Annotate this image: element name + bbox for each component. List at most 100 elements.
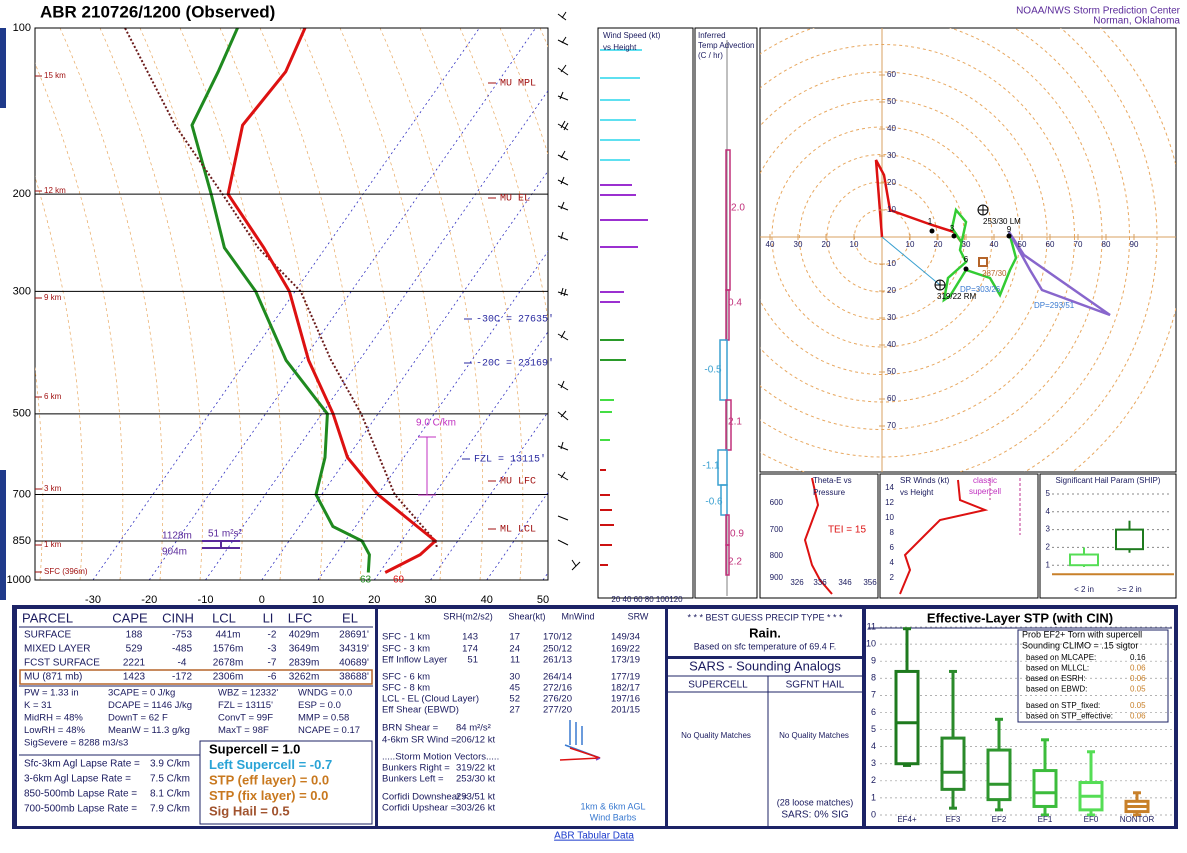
- parcel-header: CAPE: [112, 610, 148, 625]
- index-cell: ConvT = 99F: [218, 713, 273, 724]
- hodo-label: DP=293/51: [1034, 301, 1075, 310]
- panel-title: (C / hr): [698, 51, 723, 60]
- parcel-cell: -753: [172, 630, 192, 641]
- prob-row: 0.16: [1130, 653, 1146, 662]
- parcel-header: CINH: [162, 610, 194, 625]
- panel-title: Wind Speed (kt): [603, 31, 661, 40]
- stp-box: [1032, 769, 1058, 808]
- ship-category: >= 2 in: [1117, 585, 1141, 594]
- hodo-y-label: 30: [887, 313, 896, 322]
- thetae-frame: [759, 473, 879, 599]
- pressure-tick-label: 200: [13, 188, 31, 200]
- index-cell: PW = 1.33 in: [24, 688, 79, 699]
- advection-label: 0.9: [730, 529, 744, 540]
- prob-title: Prob EF2+ Torn with supercell: [1022, 629, 1142, 639]
- kin-header: SRW: [628, 611, 649, 621]
- kin-line: 206/12 kt: [456, 735, 495, 746]
- prob-row: based on MLCAPE:: [1026, 653, 1096, 662]
- stp-y-label: 7: [871, 690, 876, 700]
- prob-title: Sounding CLIMO = .15 sigtor: [1022, 640, 1138, 650]
- temp-tick-label: 20: [368, 594, 380, 606]
- hodograph-trace: [874, 159, 1111, 317]
- advection-label: -0.6: [705, 497, 723, 508]
- prob-box: [1017, 629, 1169, 723]
- index-cell: MidRH = 48%: [24, 713, 83, 724]
- inflow-srh: 51 m²s²: [208, 529, 243, 540]
- pressure-tick-label: 700: [13, 488, 31, 500]
- parcel-cell: 38688': [339, 672, 369, 683]
- sars-panel: [668, 659, 862, 826]
- sars-column: SUPERCELL: [688, 680, 748, 691]
- kin-cell: 24: [509, 644, 520, 655]
- srwind-frame: [879, 473, 1039, 599]
- kin-cell: 250/12: [543, 644, 572, 655]
- stp-category: EF1: [1038, 815, 1053, 824]
- parcel-cell: 34319': [339, 644, 369, 655]
- advection-label: 2.0: [731, 203, 745, 214]
- kin-line: BRN Shear =: [382, 723, 439, 734]
- stp-y-label: 0: [871, 809, 876, 819]
- stp-y-label: 1: [871, 792, 876, 802]
- kinematic-panel: [378, 609, 665, 826]
- parcel-cell: 40689': [339, 658, 369, 669]
- kin-label: LCL - EL (Cloud Layer): [382, 694, 479, 705]
- pressure-tick-label: 100: [13, 22, 31, 34]
- parcel-cell: -4: [178, 658, 187, 669]
- pressure-tick-label: 300: [13, 285, 31, 297]
- wind-speed-bars: [600, 49, 648, 566]
- srwind-y-label: 14: [885, 483, 894, 492]
- index-cell: MaxT = 98F: [218, 725, 269, 736]
- height-label: 6 km: [44, 392, 62, 401]
- kin-cell: 201/15: [611, 705, 640, 716]
- srwind-y-label: 8: [890, 528, 895, 537]
- temp-tick-label: 0: [259, 594, 265, 606]
- parcel-cell: 529: [126, 644, 143, 655]
- stp-category: EF0: [1084, 815, 1099, 824]
- location: Norman, Oklahoma: [1093, 16, 1180, 27]
- thetae-x-label: 346: [838, 578, 852, 587]
- precip-title: * * * BEST GUESS PRECIP TYPE * * *: [687, 612, 843, 622]
- index-cell: LowRH = 48%: [24, 725, 86, 736]
- temp-tick-label: 30: [424, 594, 436, 606]
- prob-row: based on ESRH:: [1026, 674, 1086, 683]
- prob-row: based on EBWD:: [1026, 685, 1087, 694]
- srwind-y-label: 10: [885, 513, 894, 522]
- composite-index: Sig Hail = 0.5: [209, 803, 290, 818]
- stp-y-label: 10: [866, 638, 876, 648]
- sars-summary: SARS: 0% SIG: [781, 810, 848, 821]
- thetae-y-label: 600: [770, 498, 784, 507]
- stp-category: EF2: [992, 815, 1007, 824]
- kin-cell: 182/17: [611, 683, 640, 694]
- hodo-x-label: 20: [934, 240, 943, 249]
- tabular-data-link[interactable]: ABR Tabular Data: [554, 831, 634, 842]
- storm-vector-diagram: [559, 720, 601, 761]
- hodo-y-label: 60: [887, 70, 896, 79]
- side-tab: [0, 470, 6, 600]
- index-cell: MMP = 0.58: [298, 713, 349, 724]
- parcel-cell: 1576m: [213, 644, 244, 655]
- prob-row: based on MLLCL:: [1026, 664, 1089, 673]
- index-cell: SigSevere = 8288 m3/s3: [24, 738, 128, 749]
- hodo-point-label: 1: [928, 217, 933, 226]
- ship-category: < 2 in: [1074, 585, 1094, 594]
- kin-line: 293/51 kt: [456, 792, 495, 803]
- kin-cell: 149/34: [611, 632, 640, 643]
- srwind-y-label: 4: [890, 558, 895, 567]
- temp-tick-label: 10: [312, 594, 324, 606]
- precip-panel: [668, 609, 862, 656]
- parcel-header: PARCEL: [22, 610, 73, 625]
- stp-y-label: 6: [871, 707, 876, 717]
- parcel-header: EL: [342, 610, 358, 625]
- parcel-cell: 28691': [339, 630, 369, 641]
- hodo-point-label: 6: [964, 255, 969, 264]
- level-annotation: -30C = 27635': [476, 314, 554, 326]
- side-tab: [0, 28, 6, 108]
- index-cell: NCAPE = 0.17: [298, 725, 360, 736]
- level-annotation: FZL = 13115': [474, 454, 546, 466]
- advection-label: 0.4: [728, 298, 742, 309]
- parcel-cell: 2221: [123, 658, 146, 669]
- composite-index: STP (fix layer) = 0.0: [209, 788, 328, 803]
- panel-title: Temp Advection: [698, 41, 754, 50]
- kin-line: 253/30 kt: [456, 774, 495, 785]
- thetae-x-label: 326: [790, 578, 804, 587]
